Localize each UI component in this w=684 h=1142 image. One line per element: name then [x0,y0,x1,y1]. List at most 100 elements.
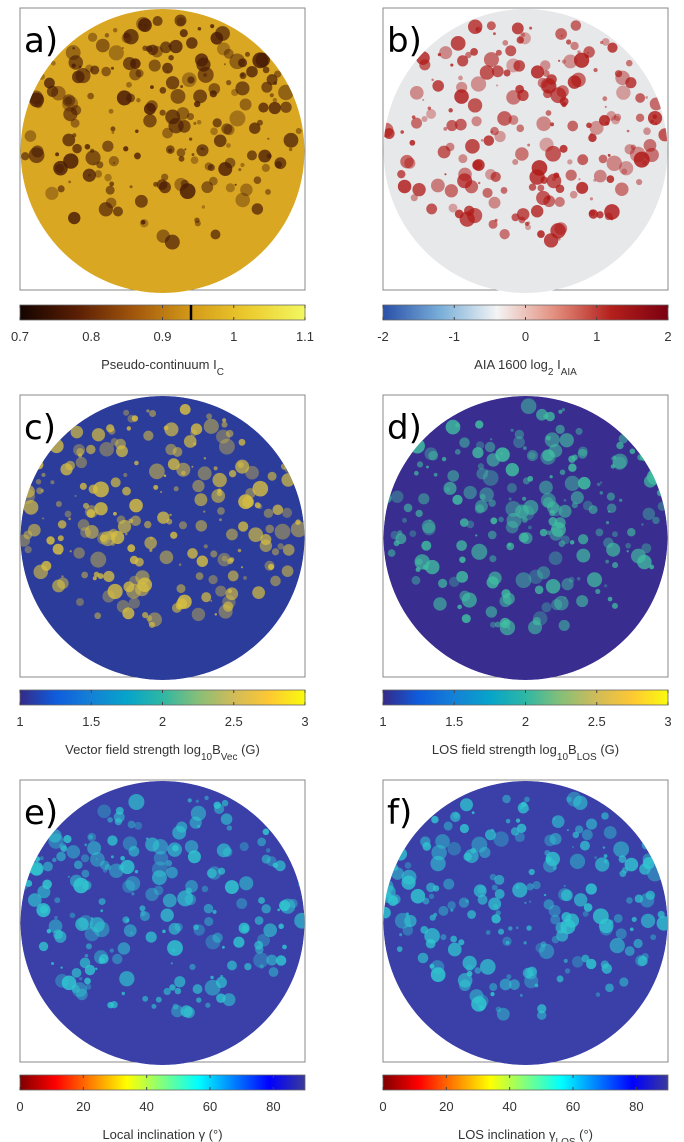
disk-feature [487,576,499,588]
disk-feature [263,829,270,836]
disk-feature [564,959,568,963]
x-tick-label: 2 [159,714,166,729]
disk-feature [129,846,140,857]
disk-feature [168,458,180,470]
disk-feature [443,879,454,890]
disk-feature [438,579,447,588]
disk-feature [474,967,481,974]
disk-feature [217,42,230,55]
disk-feature [506,974,511,979]
disk-feature [73,878,89,894]
disk-feature [54,897,60,903]
disk-feature [24,500,39,515]
disk-feature [237,462,243,468]
disk-feature [541,602,551,612]
disk-feature [236,898,247,909]
label-text: B [568,742,577,757]
disk-feature [296,128,302,134]
disk-feature [84,978,91,985]
disk-feature [589,505,598,514]
disk-feature [521,33,525,37]
disk-feature [198,67,214,83]
disk-feature [577,50,580,53]
disk-feature [484,52,499,67]
disk-feature [451,36,466,51]
x-tick-label: 2.5 [588,714,606,729]
disk-feature [513,60,525,72]
disk-feature [192,608,205,621]
disk-feature [55,152,59,156]
disk-feature [544,233,558,247]
disk-feature [502,937,511,946]
disk-feature [204,419,219,434]
disk-feature [29,147,45,163]
disk-feature [204,917,213,926]
disk-feature [189,137,192,140]
disk-feature [643,127,651,135]
disk-feature [621,168,627,174]
disk-feature [265,561,275,571]
disk-feature [525,222,529,226]
disk-feature [276,955,287,966]
disk-feature [85,954,88,957]
disk-feature [452,495,462,505]
disk-feature [509,979,520,990]
disk-feature [496,910,501,915]
disk-feature [414,471,419,476]
disk-feature [75,495,77,497]
disk-feature [590,197,593,200]
disk-feature [192,480,204,492]
disk-feature [282,565,294,577]
x-tick-label: 40 [502,1099,516,1114]
disk-feature [194,493,207,506]
disk-feature [159,181,171,193]
disk-feature [464,206,474,216]
disk-feature [400,155,413,168]
disk-feature [537,230,545,238]
disk-feature [597,483,601,487]
disk-feature [247,150,257,160]
disk-feature [122,487,131,496]
disk-feature [167,842,182,857]
disk-feature [283,544,295,556]
disk-feature [101,67,111,77]
disk-feature [208,83,220,95]
label-subscript: LOS [556,1137,576,1142]
disk-feature [255,916,264,925]
disk-feature [213,466,217,470]
disk-feature [650,120,654,124]
label-text: Local inclination γ (°) [102,1127,222,1142]
disk-feature [558,60,560,62]
disk-feature [166,867,178,879]
disk-feature [25,130,37,142]
disk-feature [636,179,642,185]
disk-feature [480,959,496,975]
disk-feature [493,831,508,846]
disk-feature [481,139,484,142]
disk-feature [572,846,574,848]
disk-feature [145,837,159,851]
disk-feature [426,466,429,469]
disk-feature [139,905,145,911]
disk-feature [179,521,187,529]
disk-feature [512,23,524,35]
disk-feature [379,123,393,137]
disk-feature [550,475,553,478]
disk-feature [135,870,139,874]
label-text: LOS inclination γ [458,1127,556,1142]
disk-feature [143,431,153,441]
disk-feature [523,446,527,450]
disk-feature [111,131,114,134]
disk-feature [185,840,198,853]
disk-feature [95,968,97,970]
disk-feature [542,449,554,461]
disk-feature [447,470,459,482]
disk-feature [88,33,97,42]
disk-feature [475,504,484,513]
disk-feature [576,182,588,194]
disk-feature [491,829,494,832]
disk-feature [400,130,404,134]
disk-feature [196,997,201,1002]
disk-feature [98,958,104,964]
disk-feature [615,70,622,77]
